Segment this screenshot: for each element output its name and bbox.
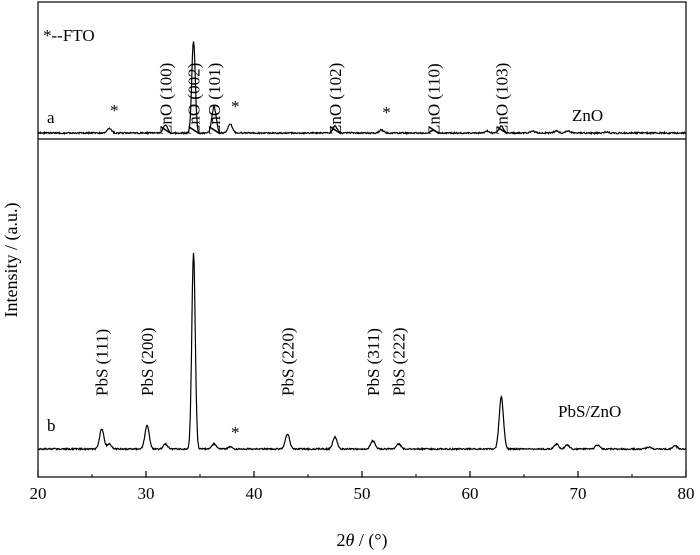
x-axis: 20 30 40 50 60 70 80 [30,471,695,503]
legend-fto: *--FTO [43,26,95,45]
x-tick-label: 50 [354,484,371,503]
peak-label: ZnO (101) [205,63,224,135]
x-tick-label: 60 [462,484,479,503]
peak-label: ZnO (103) [492,63,511,135]
y-axis-title: Intensity / (a.u.) [1,203,22,318]
fto-star-marker: * [382,103,391,122]
series-letter: a [47,108,55,127]
peak-label: ZnO (110) [424,63,443,135]
traces [37,41,687,452]
peak-label: PbS (311) [364,328,383,396]
peak-label: PbS (220) [279,328,298,396]
annotations: a ZnO ZnO (100) ZnO (002) ZnO (101) ZnO (102)… [47,63,621,442]
x-axis-title-prefix: 2 [336,530,345,550]
x-tick-label: 70 [570,484,587,503]
peak-label: ZnO (100) [156,63,175,135]
xrd-pattern-a [37,41,687,136]
series-name: ZnO [572,106,603,125]
peak-label: ZnO (102) [326,63,345,135]
series-letter: b [47,416,56,435]
x-axis-title-symbol: θ [345,530,354,550]
peak-label: ZnO (002) [185,63,204,135]
peak-label: PbS (200) [138,328,157,396]
fto-star-marker: * [231,423,240,442]
x-tick-label: 20 [30,484,47,503]
x-axis-title-unit: / (°) [354,530,387,551]
series-name: PbS/ZnO [558,402,621,421]
x-axis-title: 2θ / (°) [336,530,387,551]
fto-star-marker: * [110,101,119,120]
peak-label: PbS (111) [93,329,112,396]
peak-label: PbS (222) [390,328,409,396]
x-tick-label: 80 [678,484,695,503]
fto-star-marker: * [231,97,240,116]
x-tick-label: 30 [138,484,155,503]
x-tick-label: 40 [246,484,263,503]
xrd-pattern-b [37,252,687,452]
